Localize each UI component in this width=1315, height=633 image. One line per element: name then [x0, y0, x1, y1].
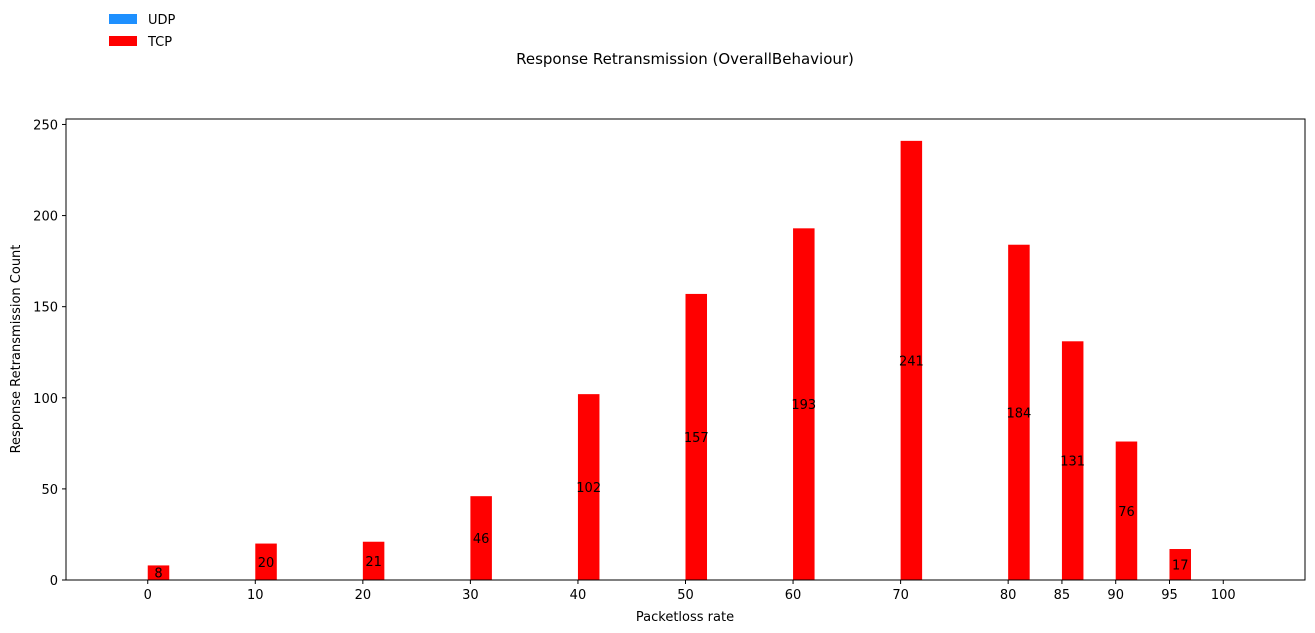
- x-tick-label: 80: [1000, 588, 1017, 603]
- x-tick-label: 100: [1211, 588, 1236, 603]
- legend-label-udp: UDP: [148, 13, 176, 28]
- y-tick-label: 100: [33, 392, 58, 407]
- y-tick-label: 50: [41, 483, 58, 498]
- legend: UDP TCP: [109, 13, 176, 50]
- bars: [147, 140, 1191, 581]
- legend-swatch-tcp: [109, 36, 137, 46]
- bar-tcp-1: [147, 565, 170, 580]
- bar-labels: 8 20 21 46 102 157 193 241 184 131 76 17: [154, 354, 1188, 581]
- bar-label-tcp-1: 8: [154, 567, 162, 582]
- y-axis: 0 50 100 150 200 250: [33, 118, 66, 589]
- y-tick-label: 250: [33, 118, 58, 133]
- bar-tcp-31: [470, 496, 492, 580]
- y-axis-label: Response Retransmission Count: [9, 245, 24, 454]
- x-tick-label: 10: [247, 588, 264, 603]
- x-tick-label: 20: [355, 588, 372, 603]
- bar-tcp-91: [1115, 441, 1138, 580]
- bar-label-tcp-91: 76: [1118, 505, 1135, 520]
- bar-tcp-21: [362, 541, 385, 580]
- chart-title: Response Retransmission (OverallBehaviou…: [516, 50, 854, 68]
- bar-label-tcp-81: 184: [1006, 406, 1031, 421]
- bar-label-tcp-41: 102: [576, 481, 601, 496]
- bar-label-tcp-31: 46: [473, 532, 490, 547]
- x-tick-label: 95: [1161, 588, 1178, 603]
- x-tick-label: 50: [677, 588, 694, 603]
- bar-tcp-86: [1061, 341, 1084, 580]
- x-tick-label: 30: [462, 588, 479, 603]
- bar-tcp-81: [1008, 244, 1030, 580]
- x-axis-label: Packetloss rate: [636, 610, 734, 625]
- x-tick-label: 90: [1107, 588, 1124, 603]
- x-tick-label: 0: [144, 588, 152, 603]
- bar-label-tcp-51: 157: [684, 431, 709, 446]
- x-tick-label: 70: [892, 588, 909, 603]
- bar-tcp-61: [793, 228, 815, 580]
- bar-tcp-71: [900, 140, 923, 581]
- bar-label-tcp-21: 21: [365, 555, 382, 570]
- bar-tcp-96: [1169, 549, 1191, 580]
- y-tick-label: 150: [33, 301, 58, 316]
- bar-tcp-41: [577, 394, 600, 580]
- x-axis: 0 10 20 30 40 50 60 70 80 85 90 95 100: [144, 580, 1236, 603]
- bar-label-tcp-71: 241: [899, 354, 924, 369]
- bar-label-tcp-96: 17: [1172, 559, 1189, 574]
- x-tick-label: 40: [570, 588, 587, 603]
- bar-tcp-11: [255, 543, 277, 580]
- x-tick-label: 60: [785, 588, 802, 603]
- x-tick-label: 85: [1054, 588, 1071, 603]
- y-tick-label: 0: [50, 574, 58, 589]
- legend-label-tcp: TCP: [147, 35, 172, 50]
- y-tick-label: 200: [33, 210, 58, 225]
- bar-tcp-51: [685, 293, 708, 580]
- bar-label-tcp-61: 193: [791, 398, 816, 413]
- bar-label-tcp-11: 20: [258, 556, 275, 571]
- bar-label-tcp-86: 131: [1060, 455, 1085, 470]
- legend-swatch-udp: [109, 14, 137, 24]
